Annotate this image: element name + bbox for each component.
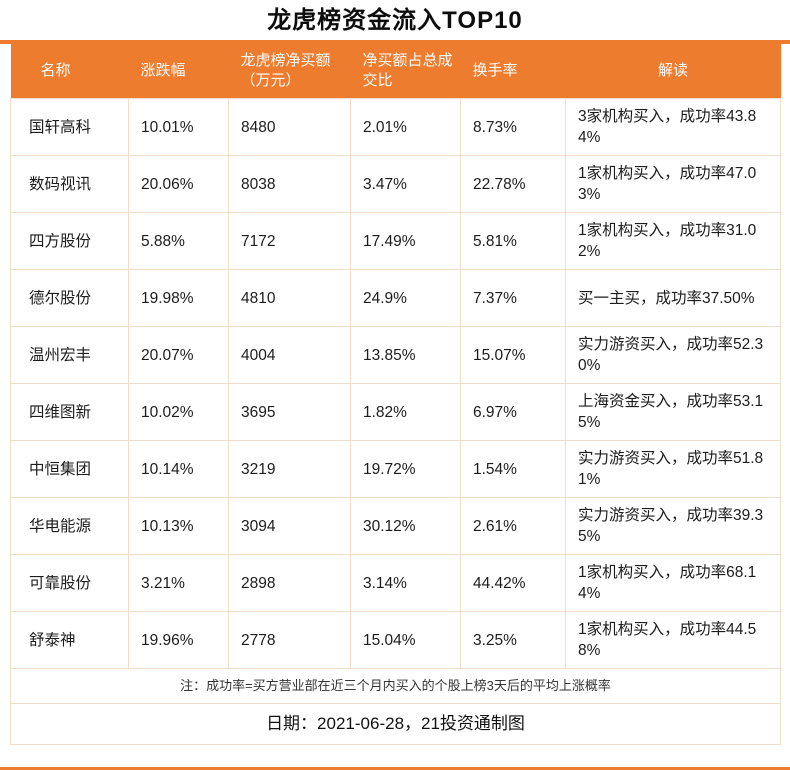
net-buy-ratio-cell: 13.85% bbox=[350, 326, 461, 384]
title-divider bbox=[0, 40, 790, 44]
turnover-rate-cell: 3.25% bbox=[460, 611, 566, 669]
stock-name-cell: 温州宏丰 bbox=[10, 326, 129, 384]
table-row: 华电能源 10.13% 3094 30.12% 2.61% 实力游资买入，成功率39.35… bbox=[10, 497, 781, 555]
net-buy-amount-cell: 3695 bbox=[228, 383, 351, 441]
net-buy-ratio-cell: 2.01% bbox=[350, 98, 461, 156]
table-row: 四方股份 5.88% 7172 17.49% 5.81% 1家机构买入，成功率31.02% bbox=[10, 212, 781, 270]
header-net-buy: 龙虎榜净买额（万元） bbox=[228, 44, 351, 99]
stock-name-cell: 舒泰神 bbox=[10, 611, 129, 669]
date-row: 日期：2021-06-28，21投资通制图 bbox=[10, 703, 781, 745]
interpretation-cell: 1家机构买入，成功率68.14% bbox=[565, 554, 781, 612]
turnover-rate-cell: 1.54% bbox=[460, 440, 566, 498]
net-buy-amount-cell: 7172 bbox=[228, 212, 351, 270]
turnover-rate-cell: 5.81% bbox=[460, 212, 566, 270]
net-buy-ratio-cell: 19.72% bbox=[350, 440, 461, 498]
net-buy-amount-cell: 2898 bbox=[228, 554, 351, 612]
interpretation-cell: 实力游资买入，成功率51.81% bbox=[565, 440, 781, 498]
change-percent-cell: 20.06% bbox=[128, 155, 229, 213]
footnote: 注：成功率=买方营业部在近三个月内买入的个股上榜3天后的平均上涨概率 bbox=[10, 668, 781, 704]
change-percent-cell: 3.21% bbox=[128, 554, 229, 612]
stock-name-cell: 中恒集团 bbox=[10, 440, 129, 498]
date-line: 日期：2021-06-28，21投资通制图 bbox=[10, 703, 781, 745]
net-buy-ratio-cell: 15.04% bbox=[350, 611, 461, 669]
header-change: 涨跌幅 bbox=[128, 44, 229, 99]
net-buy-amount-cell: 3219 bbox=[228, 440, 351, 498]
infographic: 龙虎榜资金流入TOP10 名称 涨跌幅 龙虎榜净买额（万元） 净买额占总成交比 … bbox=[0, 7, 790, 770]
net-buy-ratio-cell: 24.9% bbox=[350, 269, 461, 327]
interpretation-cell: 1家机构买入，成功率47.03% bbox=[565, 155, 781, 213]
interpretation-cell: 1家机构买入，成功率31.02% bbox=[565, 212, 781, 270]
change-percent-cell: 10.14% bbox=[128, 440, 229, 498]
turnover-rate-cell: 44.42% bbox=[460, 554, 566, 612]
turnover-rate-cell: 2.61% bbox=[460, 497, 566, 555]
net-buy-amount-cell: 8480 bbox=[228, 98, 351, 156]
net-buy-amount-cell: 2778 bbox=[228, 611, 351, 669]
header-turnover: 换手率 bbox=[460, 44, 566, 99]
net-buy-ratio-cell: 17.49% bbox=[350, 212, 461, 270]
table-row: 国轩高科 10.01% 8480 2.01% 8.73% 3家机构买入，成功率43.84% bbox=[10, 98, 781, 156]
table-row: 四维图新 10.02% 3695 1.82% 6.97% 上海资金买入，成功率53.15% bbox=[10, 383, 781, 441]
table-row: 温州宏丰 20.07% 4004 13.85% 15.07% 实力游资买入，成功率52.3… bbox=[10, 326, 781, 384]
turnover-rate-cell: 15.07% bbox=[460, 326, 566, 384]
interpretation-cell: 上海资金买入，成功率53.15% bbox=[565, 383, 781, 441]
interpretation-cell: 1家机构买入，成功率44.58% bbox=[565, 611, 781, 669]
change-percent-cell: 10.02% bbox=[128, 383, 229, 441]
stock-name-cell: 四方股份 bbox=[10, 212, 129, 270]
header-interpretation: 解读 bbox=[565, 44, 781, 99]
bottom-divider bbox=[0, 767, 790, 770]
interpretation-cell: 买一主买，成功率37.50% bbox=[565, 269, 781, 327]
header-name: 名称 bbox=[10, 44, 129, 99]
turnover-rate-cell: 6.97% bbox=[460, 383, 566, 441]
net-buy-ratio-cell: 1.82% bbox=[350, 383, 461, 441]
page-title: 龙虎榜资金流入TOP10 bbox=[267, 7, 523, 34]
stock-name-cell: 数码视讯 bbox=[10, 155, 129, 213]
table-header: 名称 涨跌幅 龙虎榜净买额（万元） 净买额占总成交比 换手率 解读 bbox=[10, 44, 781, 99]
top10-table: 名称 涨跌幅 龙虎榜净买额（万元） 净买额占总成交比 换手率 解读 国轩高科 10… bbox=[10, 44, 781, 745]
turnover-rate-cell: 7.37% bbox=[460, 269, 566, 327]
change-percent-cell: 10.01% bbox=[128, 98, 229, 156]
interpretation-cell: 3家机构买入，成功率43.84% bbox=[565, 98, 781, 156]
change-percent-cell: 10.13% bbox=[128, 497, 229, 555]
table-footer: 注：成功率=买方营业部在近三个月内买入的个股上榜3天后的平均上涨概率 日期：20… bbox=[10, 668, 781, 745]
table-row: 可靠股份 3.21% 2898 3.14% 44.42% 1家机构买入，成功率68.14% bbox=[10, 554, 781, 612]
net-buy-amount-cell: 8038 bbox=[228, 155, 351, 213]
change-percent-cell: 20.07% bbox=[128, 326, 229, 384]
stock-name-cell: 华电能源 bbox=[10, 497, 129, 555]
change-percent-cell: 19.96% bbox=[128, 611, 229, 669]
net-buy-ratio-cell: 30.12% bbox=[350, 497, 461, 555]
net-buy-amount-cell: 3094 bbox=[228, 497, 351, 555]
stock-name-cell: 四维图新 bbox=[10, 383, 129, 441]
turnover-rate-cell: 22.78% bbox=[460, 155, 566, 213]
net-buy-ratio-cell: 3.47% bbox=[350, 155, 461, 213]
change-percent-cell: 5.88% bbox=[128, 212, 229, 270]
change-percent-cell: 19.98% bbox=[128, 269, 229, 327]
turnover-rate-cell: 8.73% bbox=[460, 98, 566, 156]
header-row: 名称 涨跌幅 龙虎榜净买额（万元） 净买额占总成交比 换手率 解读 bbox=[10, 44, 781, 99]
net-buy-ratio-cell: 3.14% bbox=[350, 554, 461, 612]
table-body: 国轩高科 10.01% 8480 2.01% 8.73% 3家机构买入，成功率43.84%… bbox=[10, 98, 781, 669]
table-row: 德尔股份 19.98% 4810 24.9% 7.37% 买一主买，成功率37.50% bbox=[10, 269, 781, 327]
stock-name-cell: 德尔股份 bbox=[10, 269, 129, 327]
interpretation-cell: 实力游资买入，成功率52.30% bbox=[565, 326, 781, 384]
table-row: 舒泰神 19.96% 2778 15.04% 3.25% 1家机构买入，成功率44.58% bbox=[10, 611, 781, 669]
table-row: 中恒集团 10.14% 3219 19.72% 1.54% 实力游资买入，成功率51.81… bbox=[10, 440, 781, 498]
footnote-row: 注：成功率=买方营业部在近三个月内买入的个股上榜3天后的平均上涨概率 bbox=[10, 668, 781, 704]
net-buy-amount-cell: 4004 bbox=[228, 326, 351, 384]
net-buy-amount-cell: 4810 bbox=[228, 269, 351, 327]
header-net-buy-ratio: 净买额占总成交比 bbox=[350, 44, 461, 99]
interpretation-cell: 实力游资买入，成功率39.35% bbox=[565, 497, 781, 555]
stock-name-cell: 国轩高科 bbox=[10, 98, 129, 156]
table-row: 数码视讯 20.06% 8038 3.47% 22.78% 1家机构买入，成功率47.03… bbox=[10, 155, 781, 213]
stock-name-cell: 可靠股份 bbox=[10, 554, 129, 612]
